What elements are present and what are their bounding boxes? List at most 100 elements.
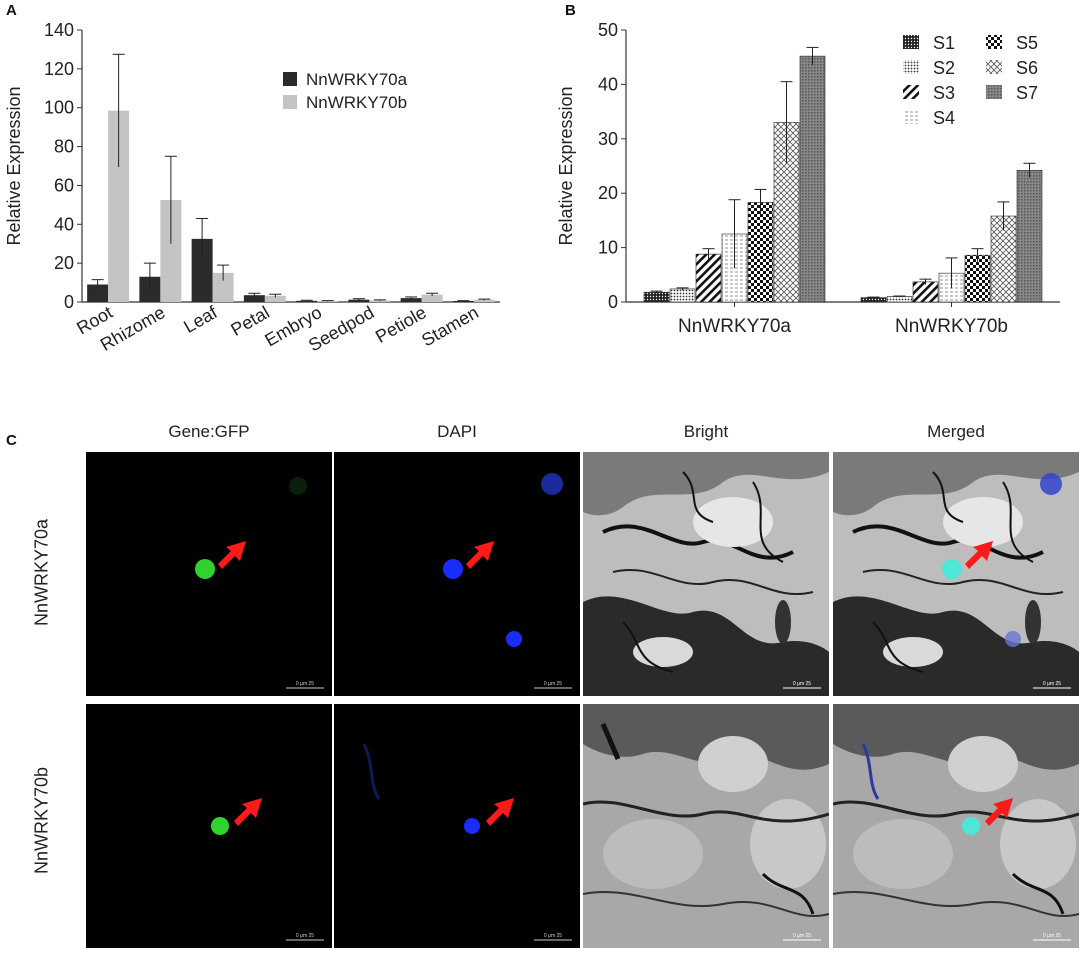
scale-bar-label: 0 µm 25 [296, 681, 314, 687]
image-dapi-nnwrky70a: 0 µm 25 [334, 452, 580, 696]
nucleus-gfp [195, 559, 215, 579]
legend-swatch [903, 60, 919, 74]
x-tick-label: NnWRKY70a [678, 316, 791, 337]
chart-b: 0 10 20 30 40 50 Relative Expression NnWRKY70a N… [556, 20, 1060, 337]
legend-label: S6 [1016, 58, 1038, 78]
svg-text:0 µm 25: 0 µm 25 [544, 933, 562, 939]
panel-label-c: C [6, 432, 17, 449]
column-title-bright: Bright [683, 422, 729, 441]
image-gfp-nnwrky70b: 0 µm 25 [86, 704, 332, 948]
bar [421, 294, 443, 302]
y-tick-label: 40 [598, 74, 618, 94]
y-axis-label: Relative Expression [556, 86, 576, 245]
svg-text:0 µm 25: 0 µm 25 [1043, 681, 1061, 687]
bar [473, 299, 495, 302]
bar [317, 301, 339, 302]
bar [212, 272, 234, 302]
legend-label: S1 [933, 33, 955, 53]
legend-swatch [986, 60, 1002, 74]
arrow-icon [965, 541, 993, 569]
legend-label: NnWRKY70b [306, 93, 407, 112]
bar [243, 295, 265, 302]
legend-label: S5 [1016, 33, 1038, 53]
svg-text:0 µm 25: 0 µm 25 [793, 681, 811, 687]
bar [643, 291, 670, 303]
row-title-a: NnWRKY70a [31, 518, 52, 627]
bar [108, 110, 130, 302]
y-tick-label: 100 [44, 98, 74, 118]
svg-text:0 µm 25: 0 µm 25 [544, 681, 562, 687]
legend-swatch [903, 35, 919, 49]
bar [264, 295, 286, 302]
column-title-gfp: Gene:GFP [168, 422, 250, 441]
y-tick-label: 140 [44, 20, 74, 40]
legend-swatch [283, 72, 297, 86]
image-merged-nnwrky70b: 0 µm 25 [833, 704, 1079, 948]
y-tick-label: 20 [598, 183, 618, 203]
bar [87, 284, 109, 302]
bar [669, 288, 696, 303]
nucleus-dapi [464, 818, 480, 834]
row-title-b: NnWRKY70b [31, 766, 52, 875]
image-gfp-nnwrky70a: 0 µm 25 [86, 452, 332, 696]
x-tick-label: Leaf [180, 302, 221, 337]
legend-label: NnWRKY70a [306, 70, 408, 89]
bar [348, 299, 370, 302]
legend-swatch [903, 85, 919, 99]
legend-swatch [283, 95, 297, 109]
column-title-merged: Merged [927, 422, 985, 441]
legend-label: S3 [933, 83, 955, 103]
y-tick-label: 40 [54, 214, 74, 234]
image-merged-nnwrky70a: 0 µm 25 [833, 452, 1079, 696]
legend-label: S2 [933, 58, 955, 78]
svg-text:0 µm 25: 0 µm 25 [296, 933, 314, 939]
bar [452, 301, 474, 302]
legend-swatch [986, 35, 1002, 49]
bar [964, 254, 991, 303]
bar [886, 296, 913, 303]
bar [990, 215, 1017, 303]
nucleus-dapi [443, 559, 463, 579]
arrow-icon [486, 798, 514, 826]
y-tick-label: 120 [44, 59, 74, 79]
bar [160, 200, 182, 302]
arrow-icon [466, 541, 494, 569]
x-tick-label: Stamen [418, 302, 482, 350]
column-title-dapi: DAPI [437, 422, 477, 441]
bar [912, 281, 939, 303]
bar [747, 202, 774, 303]
x-tick-label: NnWRKY70b [895, 316, 1008, 337]
y-tick-label: 20 [54, 253, 74, 273]
bar [400, 298, 422, 302]
bar [1016, 170, 1043, 303]
bar [860, 297, 887, 303]
y-tick-label: 50 [598, 20, 618, 40]
bar [191, 238, 213, 302]
y-tick-label: 60 [54, 175, 74, 195]
image-dapi-nnwrky70b: 0 µm 25 [334, 704, 580, 948]
bar [799, 55, 826, 303]
y-tick-label: 0 [64, 292, 74, 312]
legend-swatch [986, 85, 1002, 99]
y-tick-label: 30 [598, 129, 618, 149]
nucleus-merged [942, 559, 962, 579]
y-tick-label: 0 [608, 292, 618, 312]
panel-label-b: B [565, 2, 576, 19]
svg-text:0 µm 25: 0 µm 25 [1043, 933, 1061, 939]
nucleus-merged [962, 817, 980, 835]
arrow-icon [234, 798, 262, 826]
y-tick-label: 10 [598, 238, 618, 258]
arrow-icon [985, 798, 1013, 826]
image-bright-nnwrky70b: 0 µm 25 [583, 704, 829, 948]
svg-text:0 µm 25: 0 µm 25 [793, 933, 811, 939]
y-axis-label: Relative Expression [4, 86, 24, 245]
x-tick-label: Petiole [372, 302, 430, 347]
legend-swatch [903, 110, 919, 124]
nucleus-gfp [211, 817, 229, 835]
bar [369, 300, 391, 302]
bar [695, 253, 722, 303]
y-tick-label: 80 [54, 137, 74, 157]
panel-label-a: A [6, 2, 17, 19]
legend-label: S7 [1016, 83, 1038, 103]
